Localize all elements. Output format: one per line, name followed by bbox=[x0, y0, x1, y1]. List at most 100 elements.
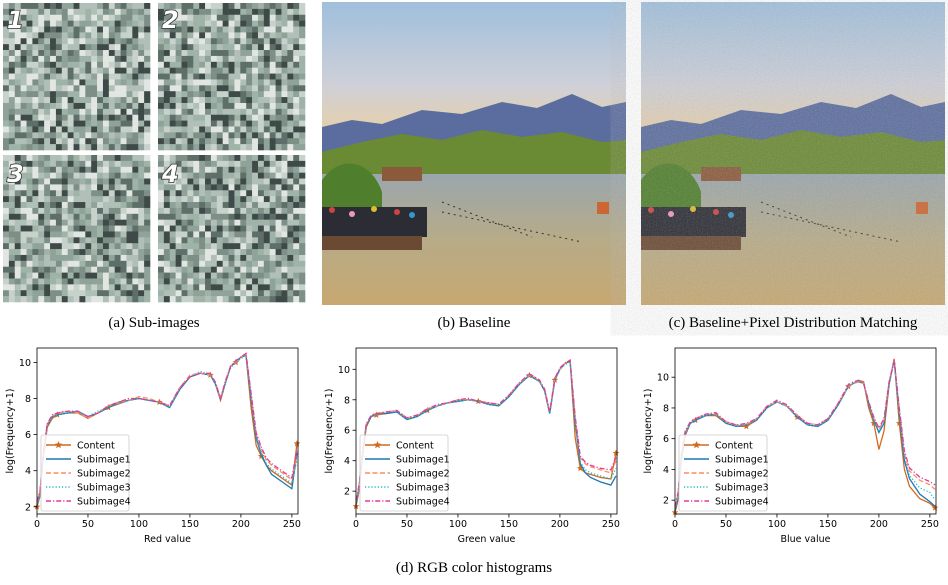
noise-cell bbox=[79, 219, 86, 226]
noise-cell bbox=[163, 97, 171, 104]
noise-cell bbox=[199, 138, 206, 145]
noise-cell bbox=[158, 85, 165, 92]
noise-cell bbox=[55, 178, 63, 185]
noise-cell bbox=[14, 231, 21, 238]
noise-cell bbox=[228, 219, 235, 226]
noise-cell bbox=[275, 14, 282, 21]
noise-cell bbox=[102, 213, 110, 220]
noise-cell bbox=[55, 3, 63, 10]
noise-cell bbox=[3, 196, 10, 203]
noise-cell bbox=[14, 213, 21, 220]
noise-cell bbox=[205, 160, 212, 168]
noise-cell bbox=[210, 290, 218, 297]
noise-cell bbox=[79, 132, 86, 139]
noise-cell bbox=[234, 26, 241, 33]
noise-cell bbox=[193, 120, 200, 127]
noise-cell bbox=[163, 44, 171, 51]
noise-cell bbox=[144, 120, 151, 127]
noise-cell bbox=[216, 207, 223, 215]
noise-cell bbox=[293, 14, 300, 21]
noise-cell bbox=[61, 196, 68, 203]
noise-cell bbox=[61, 260, 68, 268]
noise-cell bbox=[50, 79, 57, 86]
noise-cell bbox=[55, 184, 63, 191]
noise-cell bbox=[269, 120, 276, 127]
noise-cell bbox=[293, 97, 300, 104]
noise-cell bbox=[126, 38, 133, 45]
x-tick-label: 0 bbox=[34, 519, 40, 530]
noise-cell bbox=[108, 219, 116, 226]
noise-cell bbox=[169, 219, 176, 226]
noise-cell bbox=[114, 260, 121, 268]
legend-label: Subimage2 bbox=[396, 469, 450, 480]
noise-cell bbox=[55, 132, 63, 139]
noise-cell bbox=[205, 213, 212, 220]
noise-cell bbox=[163, 207, 171, 215]
noise-cell bbox=[73, 108, 80, 116]
noise-cell bbox=[44, 102, 51, 110]
noise-cell bbox=[67, 102, 74, 110]
noise-cell bbox=[144, 219, 151, 226]
noise-cell bbox=[169, 20, 176, 27]
noise-cell bbox=[222, 91, 229, 98]
noise-cell bbox=[175, 132, 182, 139]
noise-cell bbox=[193, 219, 200, 226]
noise-cell bbox=[102, 249, 110, 256]
noise-cell bbox=[299, 196, 306, 203]
noise-cell bbox=[44, 254, 51, 262]
noise-cell bbox=[55, 20, 63, 27]
noise-cell bbox=[175, 254, 182, 262]
noise-cell bbox=[169, 61, 176, 68]
noise-cell bbox=[287, 32, 294, 39]
noise-cell bbox=[120, 202, 127, 209]
noise-cell bbox=[163, 202, 171, 209]
noise-cell bbox=[269, 8, 276, 16]
noise-cell bbox=[263, 67, 271, 74]
noise-cell bbox=[14, 254, 21, 262]
noise-cell bbox=[240, 79, 247, 86]
noise-cell bbox=[61, 67, 68, 74]
noise-cell bbox=[205, 166, 212, 173]
noise-cell bbox=[50, 213, 57, 220]
noise-cell bbox=[14, 249, 21, 256]
noise-cell bbox=[97, 243, 104, 250]
noise-cell bbox=[263, 20, 271, 27]
noise-cell bbox=[44, 213, 51, 220]
noise-cell bbox=[85, 91, 92, 98]
noise-cell bbox=[252, 278, 259, 285]
noise-cell bbox=[240, 20, 247, 27]
noise-cell bbox=[169, 144, 176, 151]
noise-cell bbox=[138, 67, 145, 74]
noise-cell bbox=[120, 290, 127, 297]
noise-cell bbox=[234, 138, 241, 145]
noise-cell bbox=[205, 225, 212, 232]
noise-cell bbox=[257, 243, 265, 250]
noise-cell bbox=[234, 144, 241, 151]
noise-cell bbox=[193, 61, 200, 68]
noise-cell bbox=[234, 50, 241, 57]
noise-cell bbox=[287, 91, 294, 98]
noise-cell bbox=[193, 114, 200, 121]
noise-cell bbox=[32, 284, 39, 291]
noise-cell bbox=[20, 219, 27, 226]
noise-cell bbox=[114, 79, 121, 86]
noise-cell bbox=[91, 79, 98, 86]
noise-cell bbox=[199, 155, 206, 162]
noise-cell bbox=[216, 85, 223, 92]
noise-cell bbox=[20, 138, 27, 145]
noise-cell bbox=[234, 55, 241, 63]
noise-cell bbox=[293, 172, 300, 179]
noise-cell bbox=[240, 172, 247, 179]
noise-cell bbox=[263, 144, 271, 151]
noise-cell bbox=[175, 272, 182, 279]
noise-cell bbox=[55, 190, 63, 197]
noise-cell bbox=[222, 14, 229, 21]
noise-cell bbox=[38, 160, 45, 168]
noise-cell bbox=[257, 213, 265, 220]
noise-cell bbox=[67, 55, 74, 63]
noise-cell bbox=[275, 190, 282, 197]
noise-cell bbox=[187, 190, 194, 197]
noise-cell bbox=[55, 278, 63, 285]
noise-cell bbox=[144, 138, 151, 145]
noise-cell bbox=[287, 184, 294, 191]
